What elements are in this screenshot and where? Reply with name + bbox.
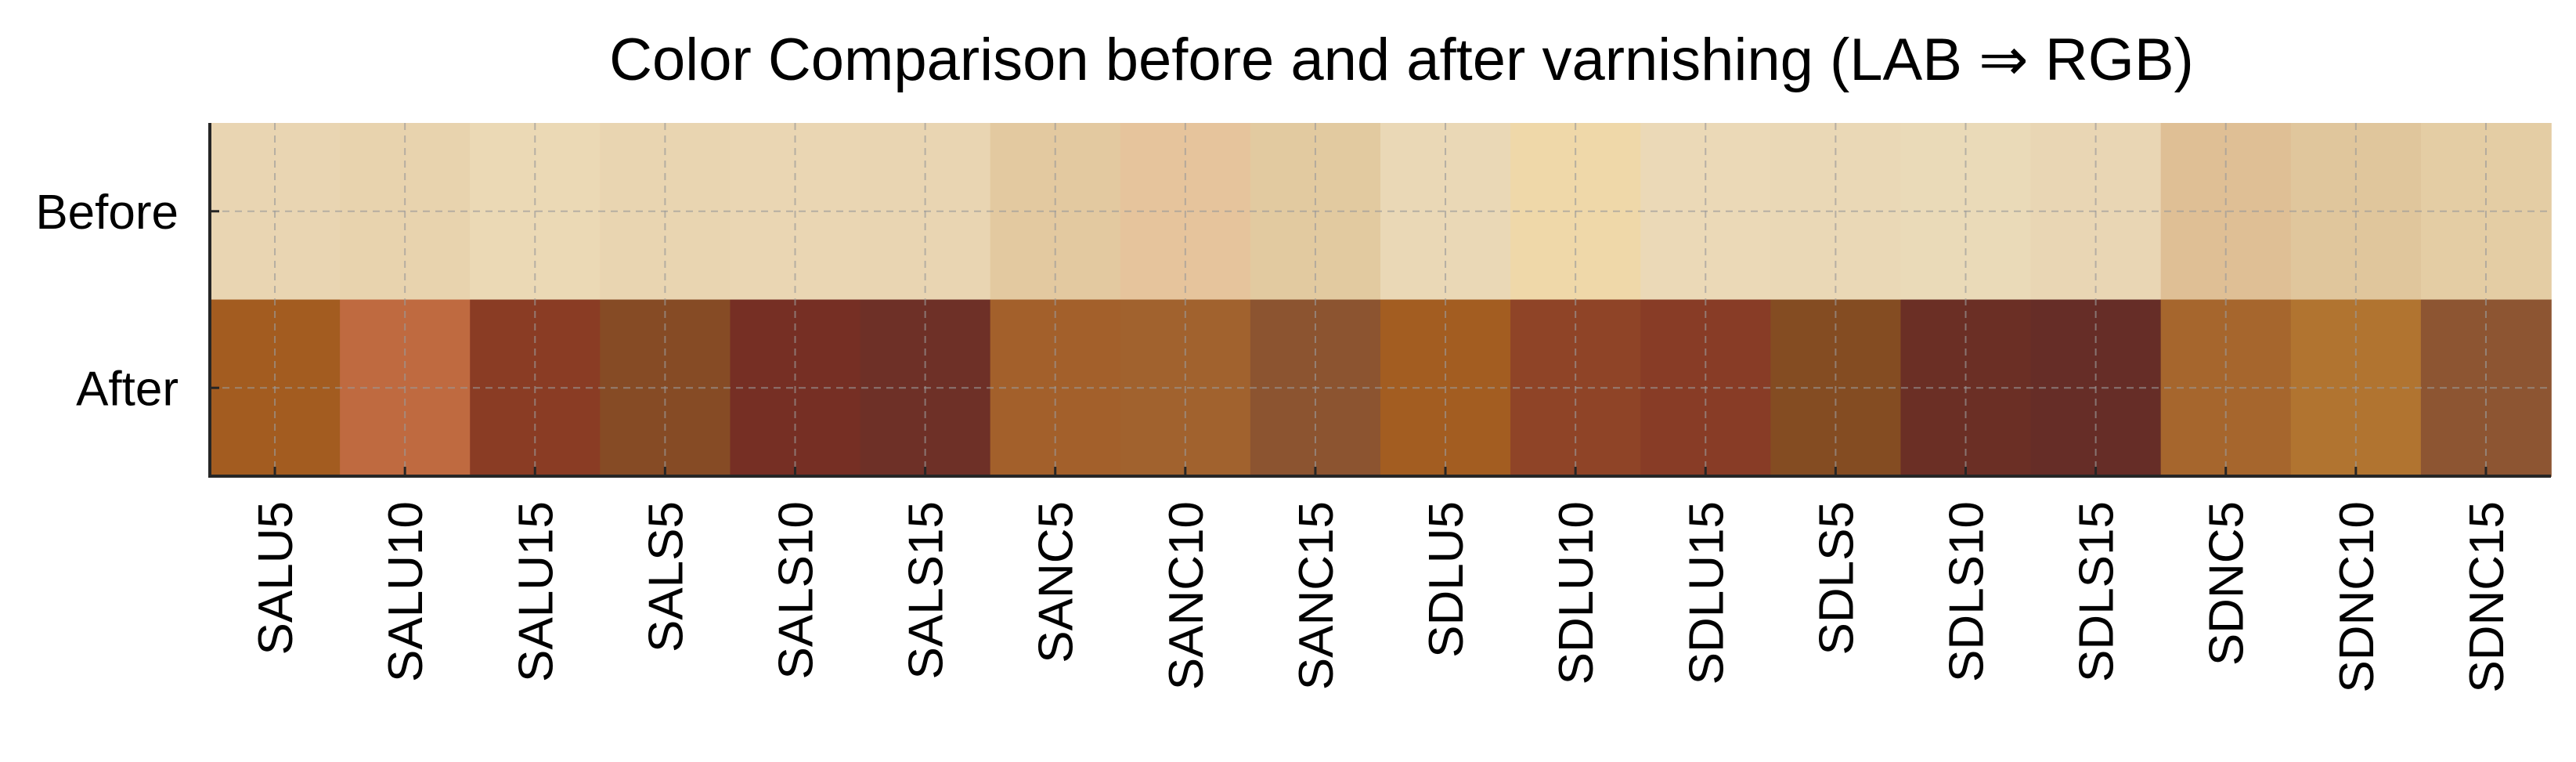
- column-label-sdlu10: SDLU10: [1550, 501, 1604, 684]
- column-label-sdnc5: SDNC5: [2200, 501, 2254, 666]
- heatmap-cells: [210, 123, 2552, 477]
- column-label-salu10: SALU10: [379, 501, 433, 682]
- column-label-sdls5: SDLS5: [1809, 501, 1863, 655]
- column-label-sdls10: SDLS10: [1940, 501, 1994, 682]
- column-label-sdls15: SDLS15: [2070, 501, 2124, 682]
- column-labels: SALU5 SALU10 SALU15 SALS5 SALS10 SALS15 SANC5 S…: [249, 501, 2514, 693]
- column-label-sanc5: SANC5: [1030, 501, 1084, 663]
- column-label-salu5: SALU5: [249, 501, 303, 655]
- row-labels: Before After: [35, 186, 179, 417]
- column-label-sanc15: SANC15: [1290, 501, 1344, 690]
- column-label-sals15: SALS15: [900, 501, 954, 680]
- column-label-sdnc15: SDNC15: [2460, 501, 2514, 693]
- column-label-sanc10: SANC10: [1160, 501, 1214, 690]
- gridlines: [210, 123, 2551, 476]
- column-label-sdnc10: SDNC10: [2330, 501, 2384, 693]
- row-label-after: After: [76, 362, 179, 416]
- column-label-salu15: SALU15: [509, 501, 563, 682]
- chart-title: Color Comparison before and after varnis…: [609, 27, 2194, 93]
- axes: [208, 123, 2551, 478]
- column-label-sals5: SALS5: [639, 501, 693, 652]
- column-label-sdlu15: SDLU15: [1679, 501, 1734, 684]
- column-label-sdlu5: SDLU5: [1420, 501, 1474, 658]
- column-label-sals10: SALS10: [770, 501, 824, 680]
- row-label-before: Before: [35, 186, 179, 240]
